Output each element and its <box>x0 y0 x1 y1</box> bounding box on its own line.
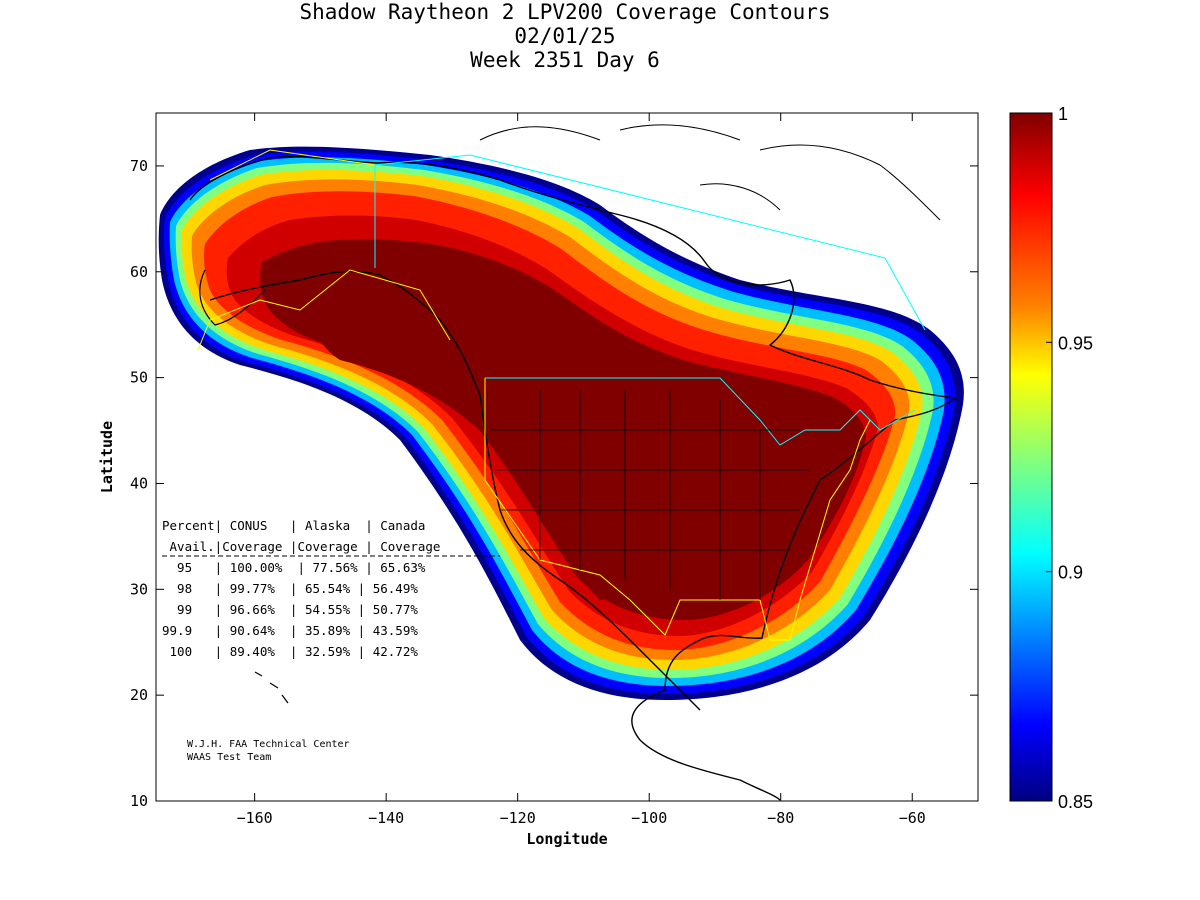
colorbar-tick-label: 0.95 <box>1058 333 1093 353</box>
north-america-coastline <box>189 155 957 801</box>
y-tick-label: 70 <box>130 157 148 175</box>
table-header-2: Avail.|Coverage |Coverage | Coverage <box>162 539 440 554</box>
y-tick-label: 40 <box>130 474 148 492</box>
x-tick-label: −120 <box>500 809 536 827</box>
y-axis-label: Latitude <box>98 421 116 493</box>
x-tick-label: −100 <box>631 809 667 827</box>
colorbar <box>1009 112 1053 802</box>
title-line-1: Shadow Raytheon 2 LPV200 Coverage Contou… <box>299 0 831 24</box>
colorbar-tick-label: 1 <box>1058 104 1068 124</box>
x-tick-label: −160 <box>237 809 273 827</box>
colorbar-tick-label: 0.9 <box>1058 563 1083 583</box>
credit-line-2: WAAS Test Team <box>187 752 271 763</box>
table-row: 100 | 89.40% | 32.59% | 42.72% <box>162 644 418 659</box>
table-row: 99.9 | 90.64% | 35.89% | 43.59% <box>162 623 418 638</box>
chart-title: Shadow Raytheon 2 LPV200 Coverage Contou… <box>0 0 1130 72</box>
table-row: 95 | 100.00% | 77.56% | 65.63% <box>162 560 426 575</box>
x-axis-ticks: −160 −140 −120 −100 −80 −60 <box>237 113 926 827</box>
coverage-table: Percent| CONUS | Alaska | Canada Avail.|… <box>162 518 500 659</box>
colorbar-ticks: 1 0.95 0.9 0.85 <box>1046 104 1093 812</box>
west-coast <box>209 270 701 711</box>
plot-frame <box>155 112 979 802</box>
colorbar-tick-label: 0.85 <box>1058 792 1093 812</box>
x-tick-label: −60 <box>899 809 926 827</box>
y-tick-label: 60 <box>130 263 148 281</box>
coverage-contours <box>158 146 964 701</box>
y-tick-label: 30 <box>130 580 148 598</box>
x-tick-label: −140 <box>368 809 404 827</box>
geography-lines <box>189 124 957 801</box>
y-tick-label: 20 <box>130 686 148 704</box>
y-tick-label: 50 <box>130 369 148 387</box>
table-row: 99 | 96.66% | 54.55% | 50.77% <box>162 602 418 617</box>
us-canada-border <box>374 154 926 446</box>
state-lines <box>490 390 810 600</box>
y-axis-ticks: 10 20 30 40 50 60 70 <box>130 157 978 810</box>
hawaii <box>254 671 289 704</box>
alaska-boundary <box>197 149 451 351</box>
contour-band-1.00-core <box>311 287 800 600</box>
canadian-arctic-islands <box>479 124 941 221</box>
x-axis-label: Longitude <box>526 830 607 848</box>
table-row: 98 | 99.77% | 65.54% | 56.49% <box>162 581 418 596</box>
x-tick-label: −80 <box>767 809 794 827</box>
y-tick-label: 10 <box>130 792 148 810</box>
title-line-2: 02/01/25 <box>514 24 616 48</box>
credit-line-1: W.J.H. FAA Technical Center <box>187 739 350 750</box>
title-line-3: Week 2351 Day 6 <box>470 48 660 72</box>
table-header-1: Percent| CONUS | Alaska | Canada <box>162 518 425 533</box>
